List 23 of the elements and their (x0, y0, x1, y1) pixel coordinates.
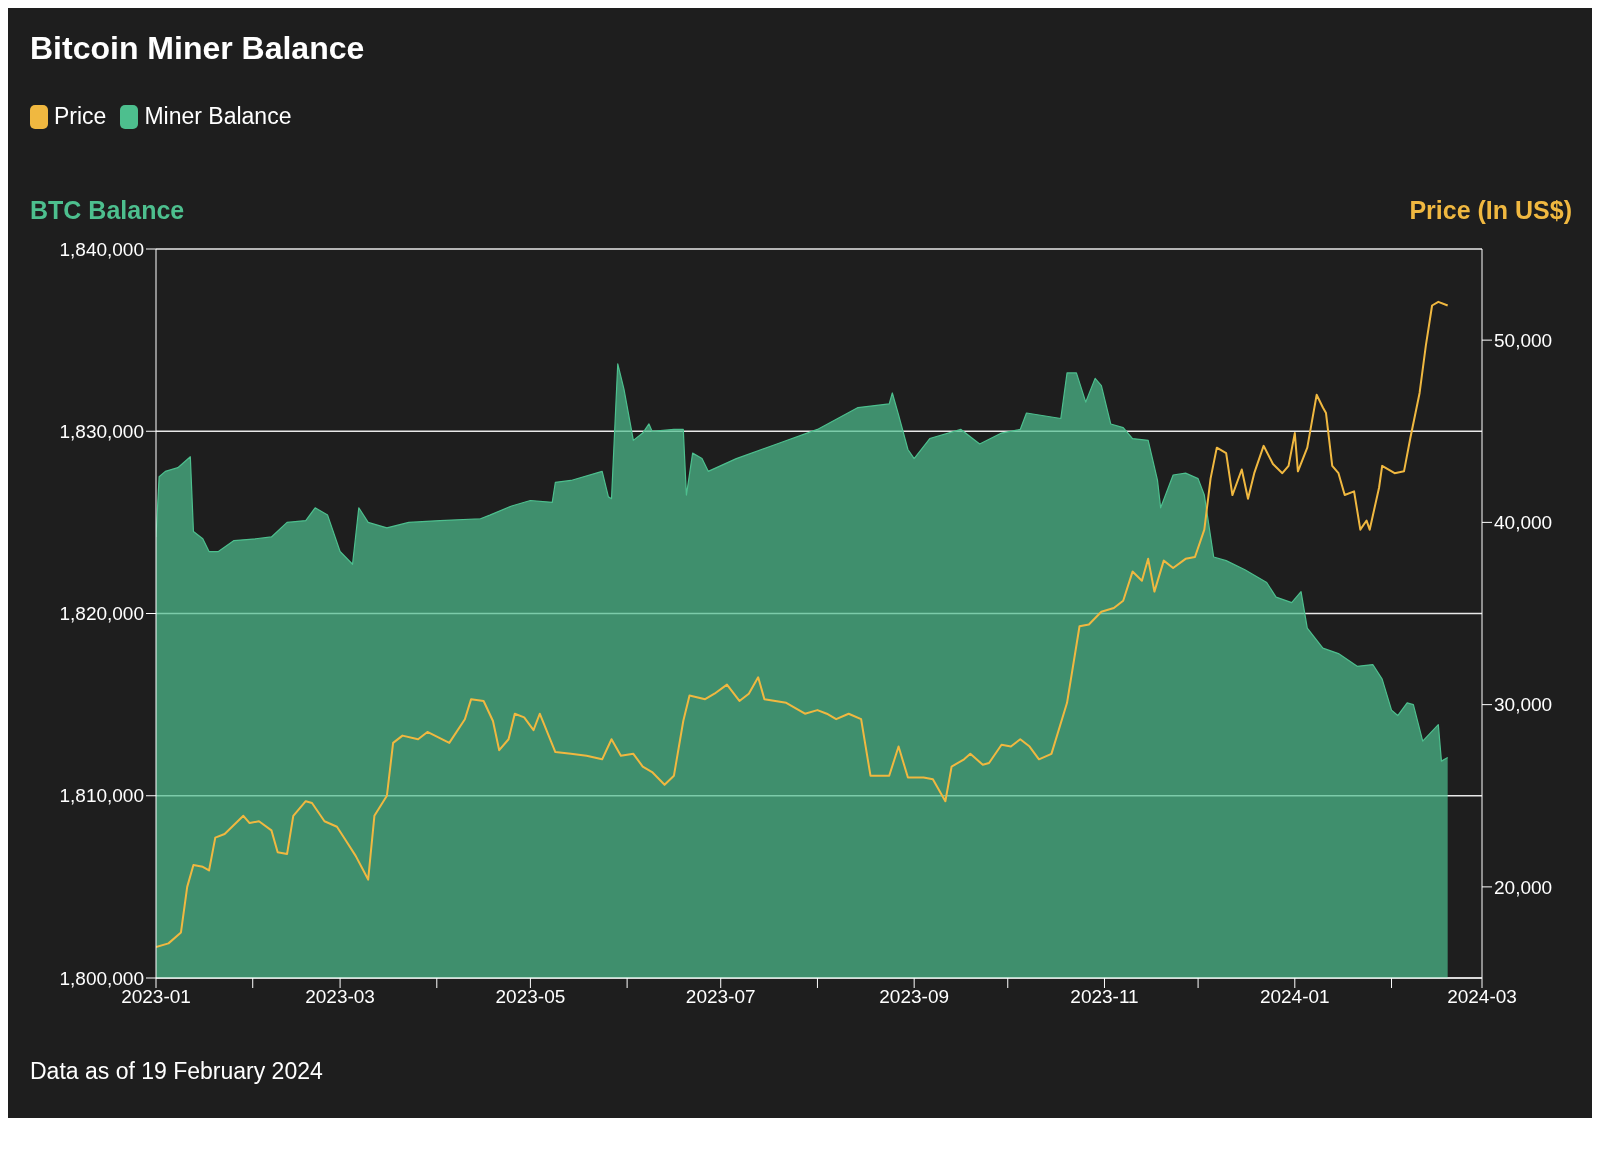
y2-tick-label: 50,000 (1494, 329, 1553, 351)
x-tick-label: 2023-01 (121, 986, 191, 1008)
y-tick-label: 1,800,000 (59, 967, 144, 989)
y-tick-label: 1,810,000 (59, 785, 144, 807)
x-tick-label: 2023-03 (305, 986, 375, 1008)
y2-tick-label: 40,000 (1494, 512, 1553, 534)
legend-label: Price (54, 103, 107, 130)
x-tick-label: 2023-07 (685, 986, 756, 1008)
x-tick-label: 2024-03 (1447, 986, 1517, 1008)
x-tick-label: 2023-11 (1070, 986, 1139, 1008)
y2-tick-label: 20,000 (1494, 876, 1553, 898)
y-tick-label: 1,820,000 (59, 603, 144, 625)
chart-title: Bitcoin Miner Balance (30, 30, 365, 67)
y-tick-label: 1,830,000 (59, 420, 144, 442)
x-tick-label: 2023-05 (495, 986, 566, 1008)
legend-label: Miner Balance (144, 103, 292, 130)
y-tick-label: 1,840,000 (59, 238, 144, 260)
y-axis-title: BTC Balance (30, 196, 185, 225)
x-tick-label: 2024-01 (1259, 986, 1330, 1008)
y2-axis-title: Price (In US$) (1409, 196, 1572, 225)
x-tick-label: 2023-09 (879, 986, 950, 1008)
y2-tick-label: 30,000 (1494, 694, 1553, 716)
text: Data as of 19 February 2024 (30, 1058, 323, 1085)
